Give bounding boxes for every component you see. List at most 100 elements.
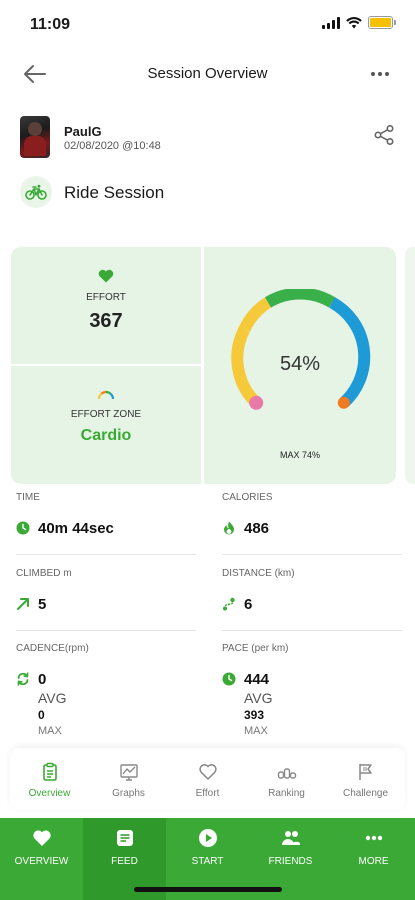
- clock-icon: [222, 672, 236, 686]
- feed-icon: [116, 830, 133, 846]
- top-nav-header: Session Overview: [0, 52, 415, 96]
- stat-cadence-max-value: 0: [38, 708, 45, 722]
- home-indicator: [134, 887, 282, 892]
- session-subtabs: Overview Graphs Effort Ranking Challenge: [10, 748, 405, 810]
- stat-calories: CALORIES 486: [222, 492, 407, 538]
- arrow-up-right-icon: [17, 598, 29, 610]
- heart-outline-icon: [198, 764, 217, 780]
- stat-pace-value: 444: [244, 670, 270, 688]
- tab-challenge[interactable]: Challenge: [326, 748, 405, 810]
- tab-overview-label: Overview: [28, 788, 71, 799]
- next-card-peek[interactable]: [405, 247, 415, 484]
- tab-ranking-label: Ranking: [268, 788, 305, 799]
- stat-time-value: 40m 44sec: [38, 519, 114, 537]
- intensity-gauge: [231, 289, 371, 410]
- bike-icon: [20, 176, 52, 208]
- tab-overview[interactable]: Overview: [10, 748, 89, 810]
- stat-time: TIME 40m 44sec: [16, 492, 201, 538]
- effort-value: 367: [89, 310, 123, 332]
- intensity-gauge-card[interactable]: 54% MAX 74%: [204, 247, 396, 484]
- nav-overview[interactable]: OVERVIEW: [0, 818, 83, 900]
- stat-cadence: CADENCE(rpm) 0 AVG 0 MAX: [16, 643, 201, 737]
- clipboard-icon: [42, 762, 57, 781]
- route-icon: [223, 597, 235, 611]
- stat-calories-value: 486: [244, 519, 270, 537]
- stat-divider: [222, 630, 402, 631]
- nav-feed-label: FEED: [111, 856, 138, 867]
- graph-icon: [119, 764, 138, 781]
- share-icon[interactable]: [373, 124, 395, 146]
- stats-grid: TIME 40m 44sec CALORIES 486 CLIMBED m 5: [0, 490, 415, 748]
- stat-calories-label: CALORIES: [222, 492, 273, 503]
- stat-climbed: CLIMBED m 5: [16, 568, 201, 614]
- session-type-label: Ride Session: [64, 183, 165, 202]
- stat-cadence-avg-label: AVG: [38, 690, 67, 706]
- flame-icon: [224, 521, 234, 535]
- flag-icon: [358, 764, 372, 780]
- heart-icon: [98, 269, 114, 283]
- user-info-row: PaulG 02/08/2020 @10:48: [20, 116, 395, 160]
- effort-card[interactable]: EFFORT 367 EFFORT ZONE Cardio: [11, 247, 201, 484]
- effort-block: EFFORT 367: [11, 247, 201, 364]
- stat-distance-value: 6: [244, 595, 253, 613]
- nav-more[interactable]: MORE: [332, 818, 415, 900]
- more-dots-icon[interactable]: [369, 64, 391, 84]
- more-dots-icon: [365, 835, 382, 841]
- stat-time-label: TIME: [16, 492, 40, 503]
- summary-cards: EFFORT 367 EFFORT ZONE Cardio 54% MAX 7: [11, 247, 396, 484]
- nav-feed[interactable]: FEED: [83, 818, 166, 900]
- signal-icon: [322, 16, 340, 29]
- tab-effort[interactable]: Effort: [168, 748, 247, 810]
- stat-cadence-label: CADENCE(rpm): [16, 643, 89, 654]
- friends-icon: [281, 831, 300, 845]
- nav-friends[interactable]: FRIENDS: [249, 818, 332, 900]
- play-icon: [198, 829, 217, 847]
- stat-pace-max-value: 393: [244, 708, 265, 722]
- effort-zone-block: EFFORT ZONE Cardio: [11, 366, 201, 484]
- nav-start-label: START: [191, 856, 224, 867]
- cadence-cycle-icon: [17, 672, 29, 686]
- status-time: 11:09: [30, 16, 71, 33]
- tab-ranking[interactable]: Ranking: [247, 748, 326, 810]
- gauge-percent: 54%: [279, 353, 321, 375]
- stat-pace-label: PACE (per km): [222, 643, 289, 654]
- heart-icon: [32, 830, 51, 846]
- session-date: 02/08/2020 @10:48: [64, 140, 161, 152]
- effort-zone-icon: [97, 390, 115, 400]
- stat-divider: [16, 630, 196, 631]
- status-icons: [322, 16, 396, 29]
- battery-icon: [368, 16, 396, 29]
- stat-cadence-max-label: MAX: [38, 725, 62, 737]
- card-divider: [11, 364, 201, 366]
- status-bar: 11:09: [0, 0, 415, 48]
- stat-cadence-value: 0: [38, 670, 47, 688]
- avatar[interactable]: [20, 116, 50, 158]
- ranking-icon: [277, 768, 296, 779]
- tab-graphs[interactable]: Graphs: [89, 748, 168, 810]
- back-arrow-icon[interactable]: [22, 62, 48, 86]
- page-title: Session Overview: [147, 65, 268, 82]
- effort-zone-label: EFFORT ZONE: [70, 409, 142, 420]
- stat-pace-max-label: MAX: [244, 725, 268, 737]
- stat-climbed-value: 5: [38, 595, 47, 613]
- clock-icon: [16, 521, 30, 535]
- stat-distance: DISTANCE (km) 6: [222, 568, 407, 614]
- nav-start[interactable]: START: [166, 818, 249, 900]
- nav-more-label: MORE: [358, 856, 389, 867]
- nav-overview-label: OVERVIEW: [14, 856, 69, 867]
- stat-distance-label: DISTANCE (km): [222, 568, 295, 579]
- nav-friends-label: FRIENDS: [268, 856, 313, 867]
- tab-effort-label: Effort: [195, 788, 220, 799]
- bottom-nav: OVERVIEW FEED START FRIENDS MORE: [0, 818, 415, 900]
- stat-pace: PACE (per km) 444 AVG 393 MAX: [222, 643, 407, 737]
- tab-graphs-label: Graphs: [112, 788, 145, 799]
- stat-climbed-label: CLIMBED m: [16, 568, 72, 579]
- gauge-max-label: MAX 74%: [279, 450, 321, 460]
- wifi-icon: [346, 16, 362, 28]
- effort-label: EFFORT: [86, 292, 126, 303]
- stat-divider: [222, 554, 402, 555]
- user-name[interactable]: PaulG: [64, 124, 102, 139]
- stat-divider: [16, 554, 196, 555]
- tab-challenge-label: Challenge: [342, 788, 389, 799]
- effort-zone-value: Cardio: [80, 427, 132, 444]
